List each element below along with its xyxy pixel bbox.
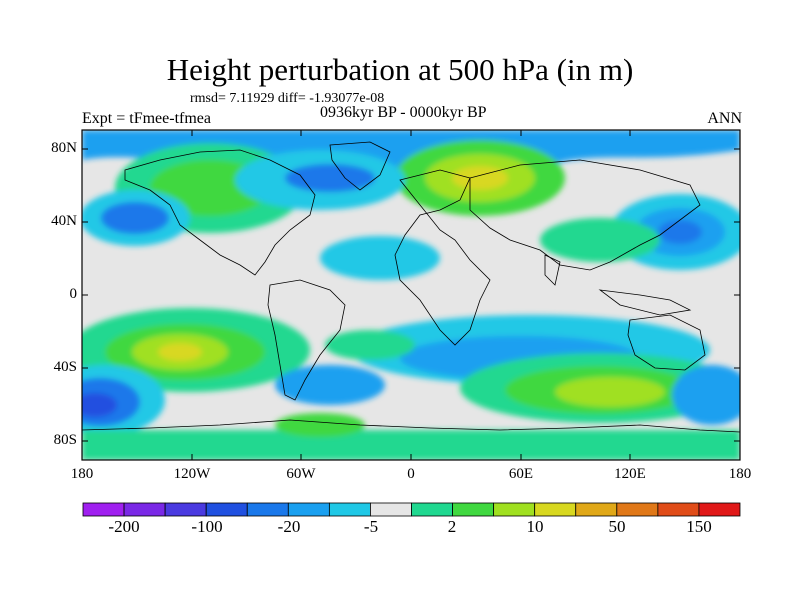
colorbar-label: -200 bbox=[108, 517, 140, 536]
colorbar-swatch bbox=[164, 502, 207, 517]
colorbar-swatch bbox=[287, 502, 330, 517]
coastlines bbox=[82, 141, 740, 433]
experiment-label: Expt = tFmee-tfmea bbox=[82, 110, 211, 127]
colorbar-label: 150 bbox=[686, 517, 712, 536]
colorbar-swatch bbox=[493, 502, 536, 517]
colorbar-swatch bbox=[698, 502, 741, 517]
lon-tick-180e: 180 bbox=[728, 466, 752, 482]
colorbar-swatch bbox=[534, 502, 577, 517]
colorbar-swatch bbox=[411, 502, 453, 517]
lon-tick-60e: 60E bbox=[508, 466, 534, 482]
lon-tick-60w: 60W bbox=[286, 466, 316, 482]
colorbar bbox=[82, 502, 741, 517]
colorbar-swatch bbox=[123, 502, 166, 517]
season-label: ANN bbox=[707, 110, 742, 127]
colorbar-label: -5 bbox=[363, 517, 379, 536]
colorbar-swatch bbox=[205, 502, 248, 517]
height-perturbation-field bbox=[82, 130, 740, 460]
colorbar-swatch bbox=[82, 502, 125, 517]
colorbar-label: -100 bbox=[191, 517, 223, 536]
colorbar-swatch bbox=[328, 502, 371, 517]
lon-tick-0: 0 bbox=[407, 466, 415, 482]
colorbar-swatch bbox=[246, 502, 289, 517]
colorbar-swatch bbox=[452, 502, 495, 517]
colorbar-label: -20 bbox=[277, 517, 301, 536]
time-period-label: 0936kyr BP - 0000kyr BP bbox=[320, 104, 487, 121]
colorbar-swatch bbox=[370, 502, 412, 517]
colorbar-swatch bbox=[657, 502, 700, 517]
colorbar-swatch bbox=[575, 502, 618, 517]
colorbar-label: 10 bbox=[526, 517, 544, 536]
lat-tick-80n: 80N bbox=[51, 140, 77, 156]
lon-tick-180w: 180 bbox=[70, 466, 94, 482]
lon-tick-120w: 120W bbox=[173, 466, 211, 482]
lat-tick-80s: 80S bbox=[53, 432, 77, 448]
colorbar-swatch bbox=[616, 502, 659, 517]
rmsd-diff-stats: rmsd= 7.11929 diff= -1.93077e-08 bbox=[190, 91, 385, 106]
colorbar-label: 2 bbox=[447, 517, 457, 536]
colorbar-label: 50 bbox=[608, 517, 626, 536]
lat-tick-40n: 40N bbox=[51, 213, 77, 229]
lat-tick-40s: 40S bbox=[53, 359, 77, 375]
lat-tick-0: 0 bbox=[69, 286, 78, 302]
lon-tick-120e: 120E bbox=[614, 466, 646, 482]
map-title: Height perturbation at 500 hPa (in m) bbox=[166, 52, 634, 87]
